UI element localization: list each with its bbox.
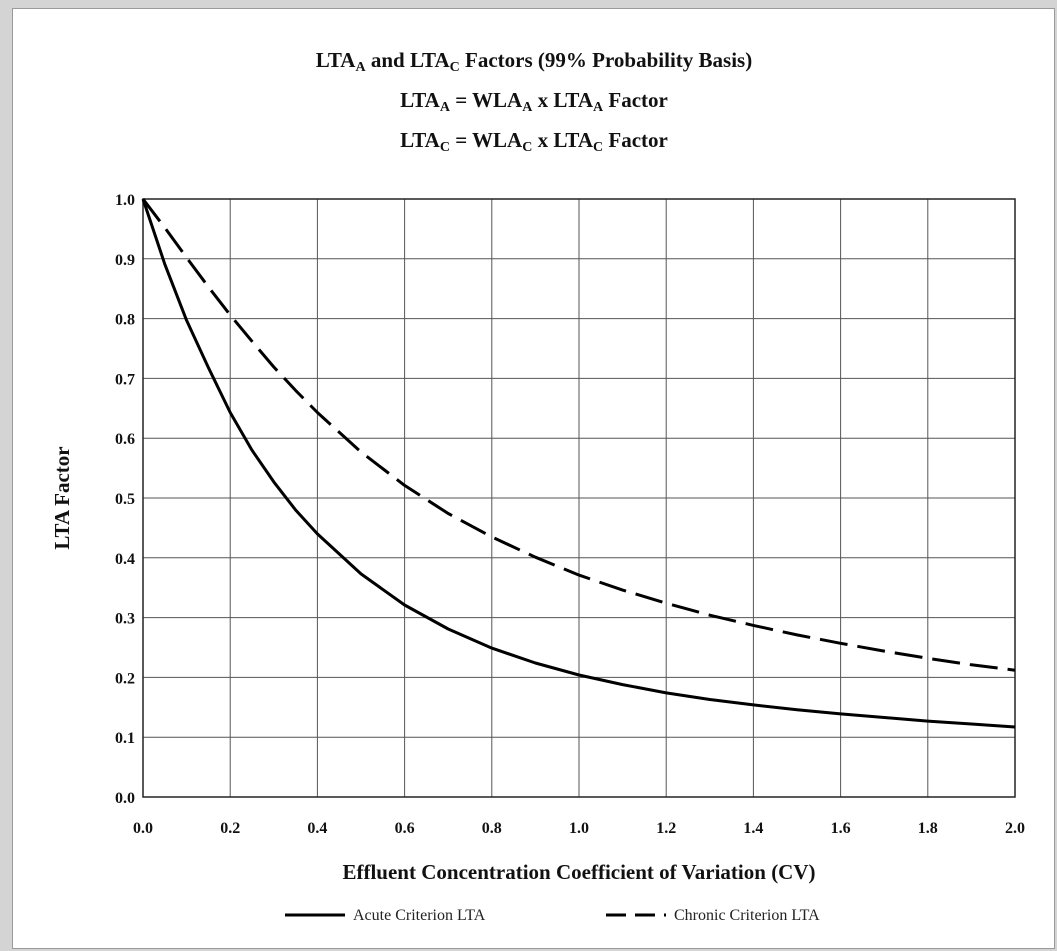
x-axis-label: Effluent Concentration Coefficient of Va… bbox=[342, 860, 815, 884]
lta-factor-line-chart: LTAA and LTAC Factors (99% Probability B… bbox=[50, 48, 1025, 924]
title-subscript: C bbox=[522, 140, 532, 155]
title-text-part: Factor bbox=[603, 88, 668, 112]
chart-panel: LTAA and LTAC Factors (99% Probability B… bbox=[12, 8, 1055, 949]
acute-series-line bbox=[141, 198, 1016, 729]
chronic-series-line bbox=[141, 198, 1016, 672]
chart-legend: Acute Criterion LTA Chronic Criterion LTA bbox=[285, 907, 820, 924]
title-text-part: x LTA bbox=[532, 88, 594, 112]
y-tick-label: 0.2 bbox=[115, 670, 135, 687]
title-subscript: C bbox=[450, 60, 460, 75]
title-text-part: and LTA bbox=[366, 48, 451, 72]
x-tick-label: 0.0 bbox=[133, 820, 153, 837]
chart-grid bbox=[142, 198, 1016, 798]
chart-title-line: LTAC = WLAC x LTAC Factor bbox=[400, 128, 668, 155]
x-tick-label: 1.6 bbox=[831, 820, 851, 837]
x-tick-label: 1.4 bbox=[743, 820, 763, 837]
y-axis-tick-labels: 0.0 0.1 0.2 0.3 0.4 0.5 0.6 0.7 0.8 0.9 1.0 bbox=[115, 192, 135, 807]
x-tick-label: 0.8 bbox=[482, 820, 502, 837]
title-subscript: A bbox=[593, 100, 604, 115]
title-text-part: Factors (99% Probability Basis) bbox=[460, 48, 752, 72]
title-subscript: A bbox=[440, 100, 451, 115]
y-axis-label: LTA Factor bbox=[50, 446, 74, 549]
series-lines bbox=[141, 198, 1016, 729]
title-text-part: LTA bbox=[400, 88, 441, 112]
x-tick-label: 0.2 bbox=[220, 820, 240, 837]
title-subscript: A bbox=[522, 100, 533, 115]
y-tick-label: 0.3 bbox=[115, 611, 135, 628]
y-tick-label: 0.6 bbox=[115, 431, 135, 448]
legend-label: Acute Criterion LTA bbox=[353, 907, 486, 924]
x-tick-label: 0.6 bbox=[395, 820, 415, 837]
y-tick-label: 0.5 bbox=[115, 491, 135, 508]
x-tick-label: 0.4 bbox=[307, 820, 327, 837]
title-subscript: C bbox=[593, 140, 603, 155]
x-tick-label: 1.2 bbox=[656, 820, 676, 837]
title-text-part: = WLA bbox=[450, 128, 523, 152]
y-tick-label: 0.1 bbox=[115, 730, 135, 747]
y-tick-label: 1.0 bbox=[115, 192, 135, 209]
chart-title-line: LTAA = WLAA x LTAA Factor bbox=[400, 88, 668, 115]
chart-title-line: LTAA and LTAC Factors (99% Probability B… bbox=[316, 48, 752, 75]
x-tick-label: 1.0 bbox=[569, 820, 589, 837]
y-tick-label: 0.7 bbox=[115, 371, 135, 388]
title-subscript: C bbox=[440, 140, 450, 155]
chart-title: LTAA and LTAC Factors (99% Probability B… bbox=[316, 48, 752, 155]
title-text-part: Factor bbox=[603, 128, 668, 152]
x-tick-label: 2.0 bbox=[1005, 820, 1025, 837]
y-tick-label: 0.9 bbox=[115, 252, 135, 269]
y-tick-label: 0.4 bbox=[115, 551, 135, 568]
title-text-part: x LTA bbox=[532, 128, 594, 152]
legend-label: Chronic Criterion LTA bbox=[674, 907, 820, 924]
title-text-part: = WLA bbox=[450, 88, 523, 112]
x-tick-label: 1.8 bbox=[918, 820, 938, 837]
y-tick-label: 0.8 bbox=[115, 312, 135, 329]
plot-area bbox=[142, 198, 1016, 798]
title-subscript: A bbox=[355, 60, 366, 75]
y-tick-label: 0.0 bbox=[115, 790, 135, 807]
title-text-part: LTA bbox=[400, 128, 441, 152]
title-text-part: LTA bbox=[316, 48, 357, 72]
x-axis-tick-labels: 0.0 0.2 0.4 0.6 0.8 1.0 1.2 1.4 1.6 1.8 2.0 bbox=[133, 820, 1025, 837]
